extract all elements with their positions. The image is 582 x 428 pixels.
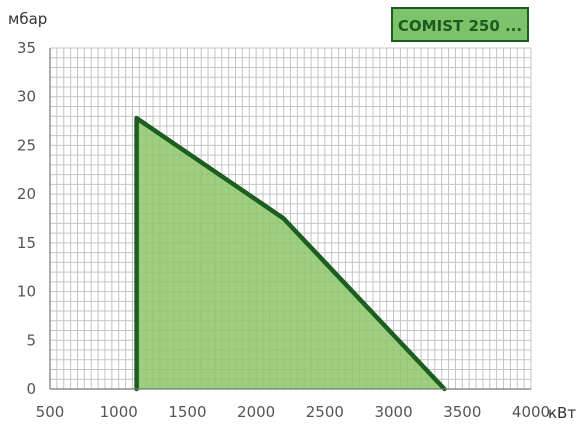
y-tick-label: 35	[17, 39, 36, 57]
x-tick-label: 1000	[100, 403, 138, 421]
working-field-outline	[134, 115, 447, 392]
y-axis-unit: мбар	[8, 10, 47, 28]
y-tick-label: 5	[26, 331, 36, 349]
y-tick-label: 25	[17, 136, 36, 154]
y-tick-label: 30	[17, 88, 36, 106]
y-tick-label: 10	[17, 283, 36, 301]
tick-labels: 0 5 10 15 20 25 30 35 500 1000 1500 2000 2500 3000 350…	[17, 39, 550, 421]
x-axis-unit: кВт	[548, 404, 576, 422]
working-field-area	[136, 118, 445, 390]
legend-label: COMIST 250 ...	[398, 17, 522, 35]
x-tick-label: 4000	[512, 403, 550, 421]
x-tick-label: 500	[36, 403, 65, 421]
plot-area	[134, 115, 447, 392]
y-tick-label: 15	[17, 234, 36, 252]
axes	[49, 48, 531, 390]
legend: COMIST 250 ...	[391, 7, 529, 42]
x-tick-label: 3500	[443, 403, 481, 421]
x-tick-label: 2000	[237, 403, 275, 421]
x-tick-label: 2500	[306, 403, 344, 421]
x-tick-label: 1500	[168, 403, 206, 421]
legend-box	[391, 7, 529, 42]
y-tick-label: 0	[26, 380, 36, 398]
y-tick-label: 20	[17, 185, 36, 203]
x-tick-label: 3000	[374, 403, 412, 421]
